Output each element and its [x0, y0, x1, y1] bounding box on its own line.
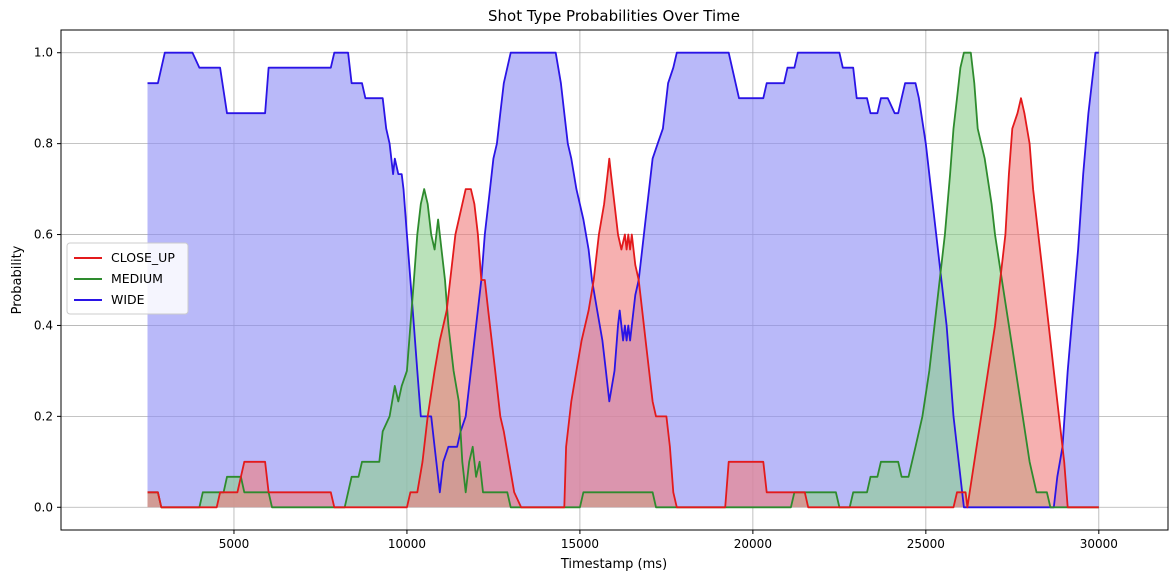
- y-tick-label: 0.4: [34, 318, 53, 332]
- x-axis-label: Timestamp (ms): [560, 557, 667, 572]
- chart-title: Shot Type Probabilities Over Time: [488, 7, 740, 25]
- x-tick-label: 15000: [561, 537, 599, 551]
- legend: CLOSE_UP MEDIUM WIDE: [66, 242, 189, 315]
- y-tick-label: 0.0: [34, 500, 53, 514]
- area-fill-wide: [147, 52, 1099, 508]
- y-tick-label: 1.0: [34, 46, 53, 60]
- area-fill-close-up: [147, 98, 1099, 508]
- series-line-medium: [147, 51, 1099, 509]
- x-tick-label: 10000: [388, 537, 426, 551]
- x-tick-label: 20000: [734, 537, 772, 551]
- area-fills: [147, 52, 1099, 508]
- y-axis-label: Probability: [10, 245, 25, 314]
- x-tick-label: 30000: [1080, 537, 1118, 551]
- y-tick-label: 0.8: [34, 137, 53, 151]
- plot-frame: [60, 29, 1169, 531]
- axis-ticks: 5000 10000 15000 20000 25000 30000 0.0 0.2 0.4 0.…: [34, 46, 1118, 551]
- legend-label-wide: WIDE: [111, 292, 145, 307]
- y-tick-label: 0.6: [34, 228, 53, 242]
- series-line-wide: [147, 51, 1099, 509]
- legend-box: [66, 242, 189, 315]
- x-tick-label: 25000: [907, 537, 945, 551]
- series-lines: [147, 51, 1099, 509]
- x-tick-label: 5000: [219, 537, 250, 551]
- legend-label-medium: MEDIUM: [111, 271, 163, 286]
- legend-label-close-up: CLOSE_UP: [111, 250, 175, 265]
- y-tick-label: 0.2: [34, 409, 53, 423]
- series-line-close-up: [147, 97, 1099, 509]
